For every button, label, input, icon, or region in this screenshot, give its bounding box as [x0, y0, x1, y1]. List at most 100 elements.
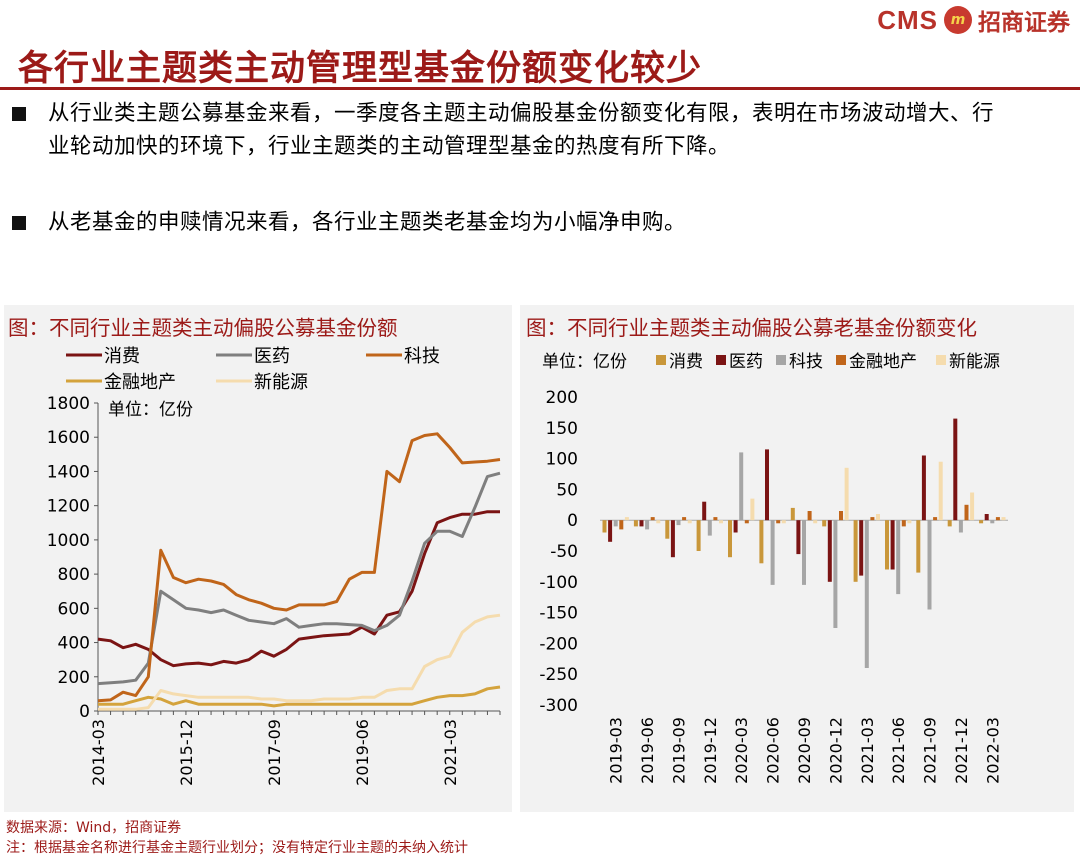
y-tick-label: -100	[539, 573, 578, 593]
bar	[665, 520, 670, 539]
bar	[602, 520, 607, 533]
y-tick-label: 50	[556, 480, 578, 500]
bar	[750, 498, 755, 521]
bar	[995, 517, 1000, 521]
legend-label: 金融地产	[849, 352, 917, 372]
bar	[839, 511, 843, 521]
x-tick-label: 2019-09	[670, 717, 689, 784]
bar	[770, 520, 775, 585]
bullet-text: 从老基金的申赎情况来看，各行业主题类老基金均为小幅净申购。	[48, 210, 687, 235]
x-tick-label: 2022-03	[983, 717, 1002, 784]
bar	[676, 520, 681, 526]
bar	[765, 449, 769, 521]
x-tick-label: 2020-12	[826, 717, 845, 784]
x-tick-label: 2021-12	[952, 717, 971, 784]
legend-label: 医药	[729, 352, 763, 372]
bar	[947, 520, 952, 527]
bar	[864, 520, 869, 668]
bar	[728, 520, 732, 558]
page-title: 各行业主题类主动管理型基金份额变化较少	[18, 49, 703, 89]
bar	[719, 520, 723, 524]
bar	[702, 501, 707, 521]
y-tick-label: 200	[58, 668, 90, 688]
legend-label: 消费	[104, 346, 140, 367]
x-tick-label: 2021-09	[921, 717, 940, 784]
bar	[907, 520, 912, 524]
x-tick-label: 2015-12	[177, 719, 196, 786]
logo-emblem-icon: m	[944, 6, 972, 34]
bar	[682, 517, 687, 521]
bar	[1001, 517, 1006, 521]
bar	[827, 520, 832, 582]
series-line	[97, 471, 501, 686]
x-tick-label: 2019-12	[701, 717, 720, 784]
bar	[933, 517, 938, 521]
bar	[870, 517, 875, 521]
bar	[813, 520, 818, 524]
bar	[645, 520, 650, 530]
x-tick-label: 2019-03	[607, 717, 626, 784]
y-tick-label: -300	[539, 696, 578, 716]
line-chart-panel: 图：不同行业主题类主动偏股公募基金份额	[4, 305, 512, 812]
bullet-square-icon	[12, 216, 26, 230]
series-line	[98, 613, 501, 711]
bar	[744, 520, 749, 524]
legend-label: 新能源	[949, 352, 1000, 372]
bar	[833, 520, 838, 628]
title-divider	[0, 87, 1080, 90]
bar	[696, 520, 701, 551]
bar	[739, 452, 744, 521]
bar	[990, 520, 995, 524]
bar	[802, 520, 806, 585]
line-chart-title: 图：不同行业主题类主动偏股公募基金份额	[8, 316, 398, 340]
bar	[687, 520, 692, 524]
logo-latin-text: CMS	[877, 4, 938, 35]
bar	[822, 520, 827, 527]
legend-label: 消费	[669, 352, 703, 372]
y-tick-label: 100	[546, 450, 578, 470]
bar	[921, 455, 926, 521]
bar	[958, 520, 963, 533]
x-tick-label: 2017-09	[265, 719, 284, 786]
bar	[650, 517, 655, 521]
y-tick-label: 400	[58, 634, 90, 654]
y-tick-label: 150	[546, 419, 578, 439]
bar	[970, 492, 975, 521]
bar	[979, 520, 984, 524]
bar	[984, 514, 989, 521]
x-tick-label: 2014-03	[89, 719, 108, 786]
bar-chart-title: 图：不同行业主题类主动偏股公募老基金份额变化	[526, 316, 977, 340]
bar	[876, 514, 880, 521]
source-note: 数据来源：Wind，招商证券	[6, 820, 182, 836]
y-tick-label: 1800	[47, 394, 90, 414]
logo-company-name: 招商证券	[978, 9, 1070, 36]
bar	[608, 520, 613, 542]
legend-swatch	[716, 355, 726, 365]
bar	[896, 520, 901, 595]
bar	[901, 520, 906, 527]
y-tick-label: 600	[58, 599, 90, 619]
y-tick-label: 200	[546, 388, 578, 408]
bar-chart: 单位：亿份 消费 医药 科技 金融地产 新能源 200 150 100 50 0 -50 -100 -15…	[539, 352, 1008, 784]
bar	[639, 520, 644, 527]
series-line	[98, 685, 501, 708]
bar	[916, 520, 921, 573]
x-tick-label: 2021-03	[441, 719, 460, 786]
legend-label: 新能源	[254, 372, 308, 393]
y-tick-label: -150	[539, 604, 578, 624]
x-tick-label: 2020-03	[732, 717, 751, 784]
bar	[953, 418, 958, 521]
brand-logo: CMS m 招商证券	[877, 4, 1070, 37]
y-tick-label: -250	[539, 665, 578, 685]
bar	[844, 467, 849, 521]
bar	[776, 520, 781, 524]
series-line	[97, 432, 501, 703]
x-tick-label: 2019-06	[638, 717, 657, 784]
y-tick-label: 1400	[47, 462, 90, 482]
bar	[885, 520, 889, 570]
bar	[707, 520, 712, 536]
bar	[781, 520, 786, 524]
y-tick-label: 0	[79, 702, 90, 722]
bar	[859, 520, 864, 576]
